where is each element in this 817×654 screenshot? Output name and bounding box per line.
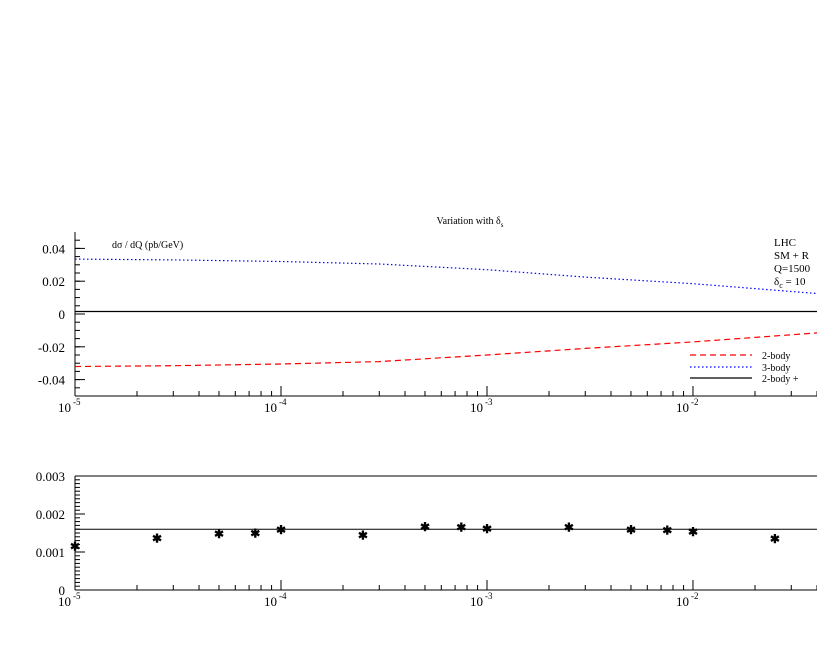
tick-base: 10 — [264, 594, 277, 609]
bottom-y-ticks: 0.003 0.002 0.001 0 — [36, 469, 85, 598]
data-point-marker: ✱ — [770, 532, 780, 546]
bottom-x-tick-label: 10 — [264, 594, 277, 609]
top-y-tick-label: -0.04 — [38, 373, 66, 388]
top-x-tick-label: 10 — [470, 400, 483, 415]
bottom-x-tick-label: 10 — [470, 594, 483, 609]
bottom-y-tick-label: 0.001 — [36, 545, 65, 560]
top-x-tick-exponent: -3 — [485, 397, 493, 407]
data-point-marker: ✱ — [456, 521, 466, 535]
data-point-marker: ✱ — [662, 524, 672, 538]
data-point-marker: ✱ — [214, 527, 224, 541]
bottom-y-tick-label: 0.002 — [36, 507, 65, 522]
info-delta: δ — [774, 276, 779, 288]
top-x-tick-exponent: -4 — [279, 397, 287, 407]
bottom-series-group: ✱ ✱ ✱ ✱ ✱ ✱ ✱ ✱ ✱ ✱ ✱ ✱ ✱ ✱ — [70, 520, 817, 553]
y-axis-label: dσ / dQ (pb/GeV) — [112, 240, 183, 251]
legend-label: 2-body + — [762, 374, 799, 385]
title-main: Variation with δ — [437, 216, 501, 227]
bottom-y-tick-label: 0.003 — [36, 469, 65, 484]
tick-base: 10 — [58, 400, 71, 415]
top-y-tick-label: 0.04 — [42, 241, 65, 256]
tick-base: 10 — [264, 400, 277, 415]
bottom-x-ticks: 10 -5 10 -4 10 -3 10 -2 — [58, 580, 817, 609]
top-y-tick-label: 0 — [59, 307, 66, 322]
top-series-group — [74, 258, 817, 368]
legend-label: 2-body — [762, 351, 790, 362]
data-point-marker: ✱ — [626, 523, 636, 537]
data-point-marker: ✱ — [276, 523, 286, 537]
data-point-marker: ✱ — [482, 522, 492, 536]
top-y-tick-label: -0.02 — [38, 340, 65, 355]
top-y-ticks: 0.04 0.02 0 -0.02 -0.04 — [38, 239, 85, 389]
top-x-tick-label: 10 — [264, 400, 277, 415]
tick-base: 10 — [470, 594, 483, 609]
data-point-marker: ✱ — [358, 528, 368, 542]
top-x-tick-label: 10 — [676, 400, 689, 415]
tick-base: 10 — [676, 594, 689, 609]
bottom-x-tick-label: 10 — [58, 594, 71, 609]
info-line: LHC — [774, 237, 796, 249]
bottom-x-tick-label: 10 — [676, 594, 689, 609]
series-line-2-body — [74, 332, 817, 368]
data-point-marker: ✱ — [688, 525, 698, 539]
bottom-y-tick-label: 0 — [59, 583, 66, 598]
top-y-tick-label: 0.02 — [42, 274, 65, 289]
info-line: SM + R — [774, 250, 810, 262]
tick-base: 10 — [470, 400, 483, 415]
bottom-x-tick-exponent: -4 — [279, 591, 287, 601]
top-x-ticks: 10 -5 10 -4 10 -3 10 -2 — [58, 386, 817, 415]
data-point-marker: ✱ — [152, 532, 162, 546]
info-line: δc = 10 — [774, 276, 806, 290]
tick-base: 10 — [676, 400, 689, 415]
tick-base: 10 — [58, 594, 71, 609]
data-point-marker: ✱ — [420, 520, 430, 534]
data-point-marker: ✱ — [250, 526, 260, 540]
info-line: Q=1500 — [774, 263, 811, 275]
data-point-marker: ✱ — [564, 521, 574, 535]
bottom-x-tick-exponent: -3 — [485, 591, 493, 601]
top-x-tick-exponent: -2 — [691, 397, 699, 407]
data-point-marker: ✱ — [70, 539, 80, 553]
series-line-3-body — [74, 258, 817, 295]
info-delta-rest: = 10 — [783, 276, 806, 288]
info-delta-sub: c — [779, 281, 783, 290]
top-x-tick-exponent: -5 — [73, 397, 81, 407]
bottom-x-tick-exponent: -2 — [691, 591, 699, 601]
top-panel-title: Variation with δs — [437, 216, 504, 229]
title-subscript: s — [501, 221, 504, 229]
legend-label: 3-body — [762, 363, 790, 374]
top-panel: Variation with δs dσ / dQ (pb/GeV) 0.040… — [38, 216, 817, 415]
bottom-x-tick-exponent: -5 — [73, 591, 81, 601]
top-x-tick-label: 10 — [58, 400, 71, 415]
